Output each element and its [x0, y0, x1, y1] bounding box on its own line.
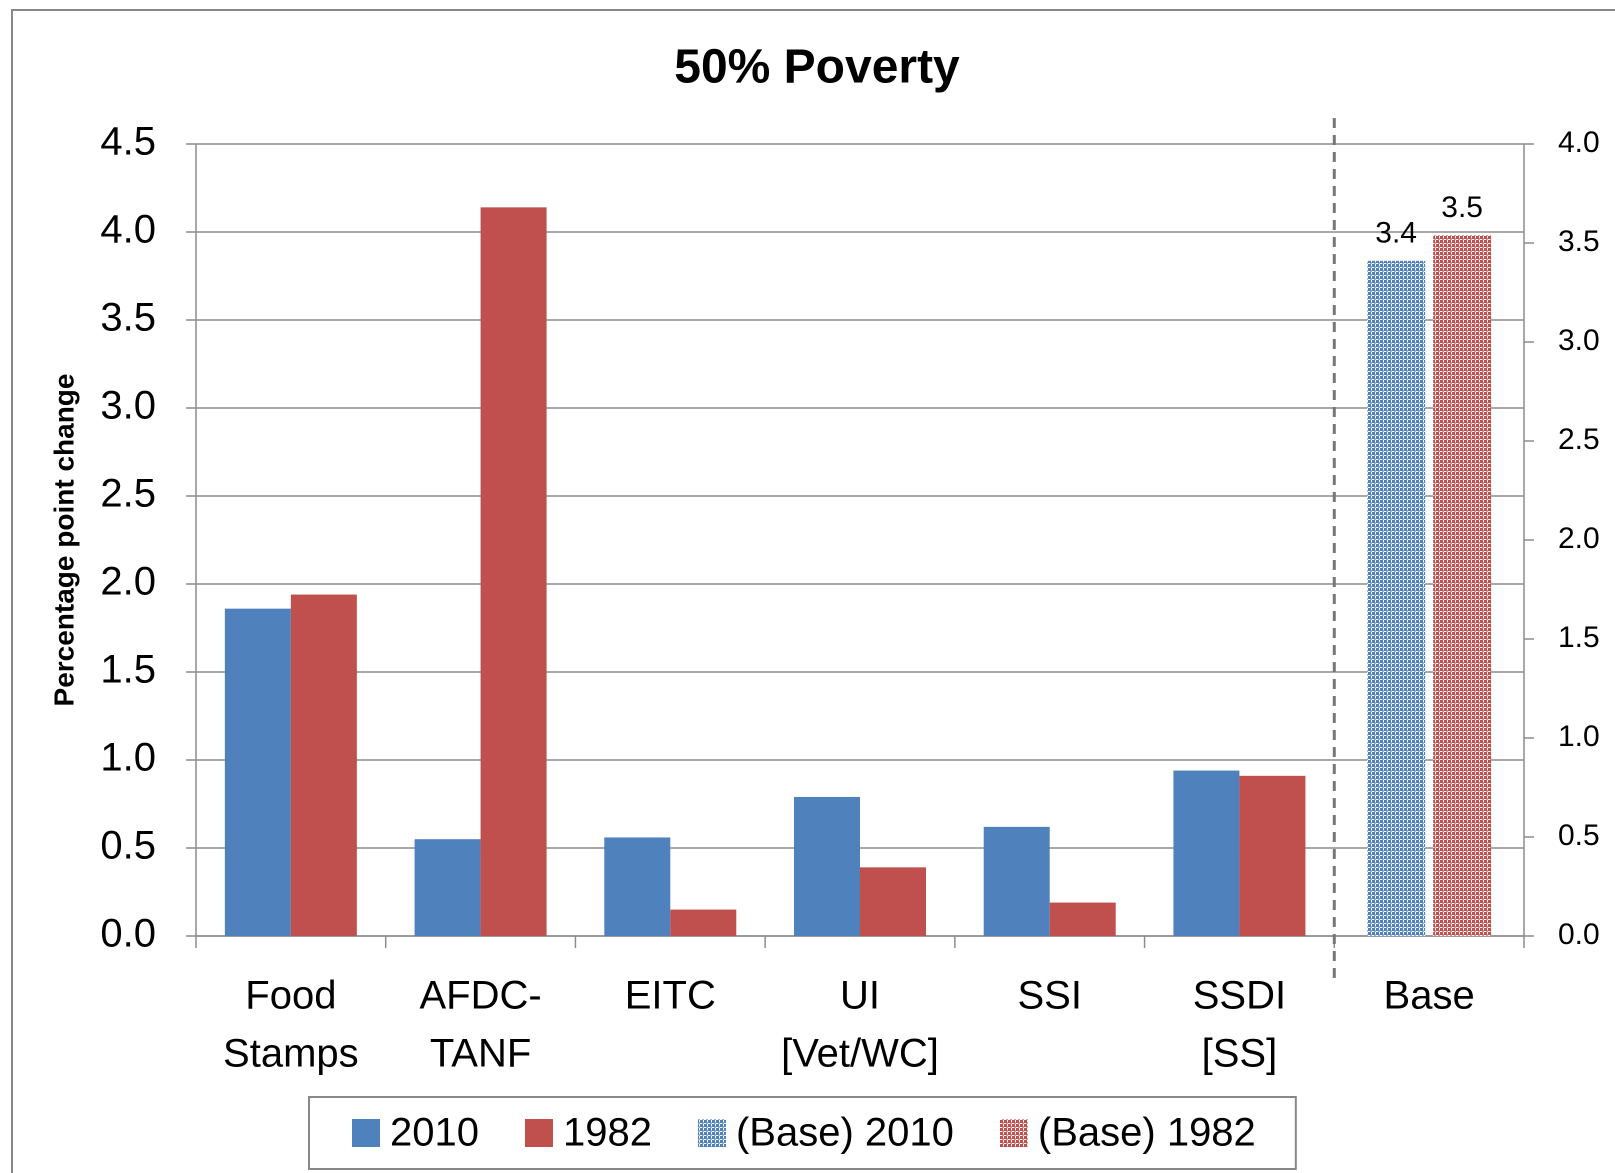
bar	[1367, 260, 1426, 936]
bar	[983, 826, 1050, 936]
y-axis-label: Percentage point change	[48, 374, 79, 707]
y2-tick-label: 2.0	[1558, 522, 1600, 555]
y-tick-label: 3.5	[100, 296, 156, 340]
x-tick-label: [Vet/WC]	[781, 1032, 939, 1076]
y2-tick-label: 0.5	[1558, 819, 1600, 852]
bar	[1173, 770, 1240, 936]
x-tick-label: [SS]	[1202, 1032, 1278, 1076]
value-label: 3.4	[1375, 217, 1417, 250]
x-tick-label: SSI	[1017, 974, 1081, 1018]
y2-tick-label: 3.5	[1558, 225, 1600, 258]
legend-label: (Base) 2010	[736, 1111, 954, 1155]
y2-tick-label: 1.0	[1558, 720, 1600, 753]
legend-label: 2010	[390, 1111, 479, 1155]
chart-title: 50% Poverty	[674, 41, 960, 94]
bar	[1049, 902, 1116, 936]
y-tick-label: 1.5	[100, 648, 156, 692]
y-tick-label: 0.5	[100, 824, 156, 868]
legend-swatch	[352, 1119, 380, 1147]
legend-label: (Base) 1982	[1038, 1111, 1256, 1155]
x-tick-label: TANF	[430, 1032, 531, 1076]
y-tick-label: 2.5	[100, 472, 156, 516]
legend-swatch	[524, 1119, 553, 1147]
y-tick-label: 0.0	[100, 912, 156, 956]
bar	[1433, 235, 1492, 936]
bar	[1239, 775, 1306, 936]
y-tick-label: 3.0	[100, 384, 156, 428]
x-tick-label: SSDI	[1193, 974, 1286, 1018]
y-tick-label: 2.0	[100, 560, 156, 604]
x-tick-label: Stamps	[223, 1032, 359, 1076]
bar	[480, 207, 547, 937]
x-tick-label: Base	[1384, 974, 1475, 1018]
y2-tick-label: 1.5	[1558, 621, 1600, 654]
legend: 2010 1982 (Base) 2010 (Base) 1982	[308, 1096, 1297, 1170]
y2-tick-label: 3.0	[1558, 324, 1600, 357]
y2-tick-label: 0.0	[1558, 918, 1600, 951]
value-label: 3.5	[1441, 191, 1483, 224]
x-tick-label: EITC	[625, 974, 716, 1018]
y2-tick-label: 2.5	[1558, 423, 1600, 456]
x-tick-label: UI	[840, 974, 880, 1018]
bar	[414, 839, 481, 936]
bar	[290, 594, 357, 936]
bar	[860, 867, 926, 936]
bar	[794, 796, 860, 936]
y-tick-label: 4.5	[100, 120, 156, 164]
bar	[670, 909, 737, 936]
y2-tick-label: 4.0	[1558, 126, 1600, 159]
bar	[224, 608, 291, 936]
legend-swatch	[697, 1119, 726, 1147]
x-tick-label: AFDC-	[419, 974, 541, 1018]
y-tick-label: 4.0	[100, 208, 156, 252]
y-tick-label: 1.0	[100, 736, 156, 780]
legend-label: 1982	[563, 1111, 652, 1155]
bar	[604, 837, 671, 936]
x-tick-label: Food	[245, 974, 336, 1018]
legend-swatch	[999, 1119, 1028, 1147]
legend-box	[308, 1096, 1297, 1170]
chart-frame	[11, 9, 1615, 1173]
